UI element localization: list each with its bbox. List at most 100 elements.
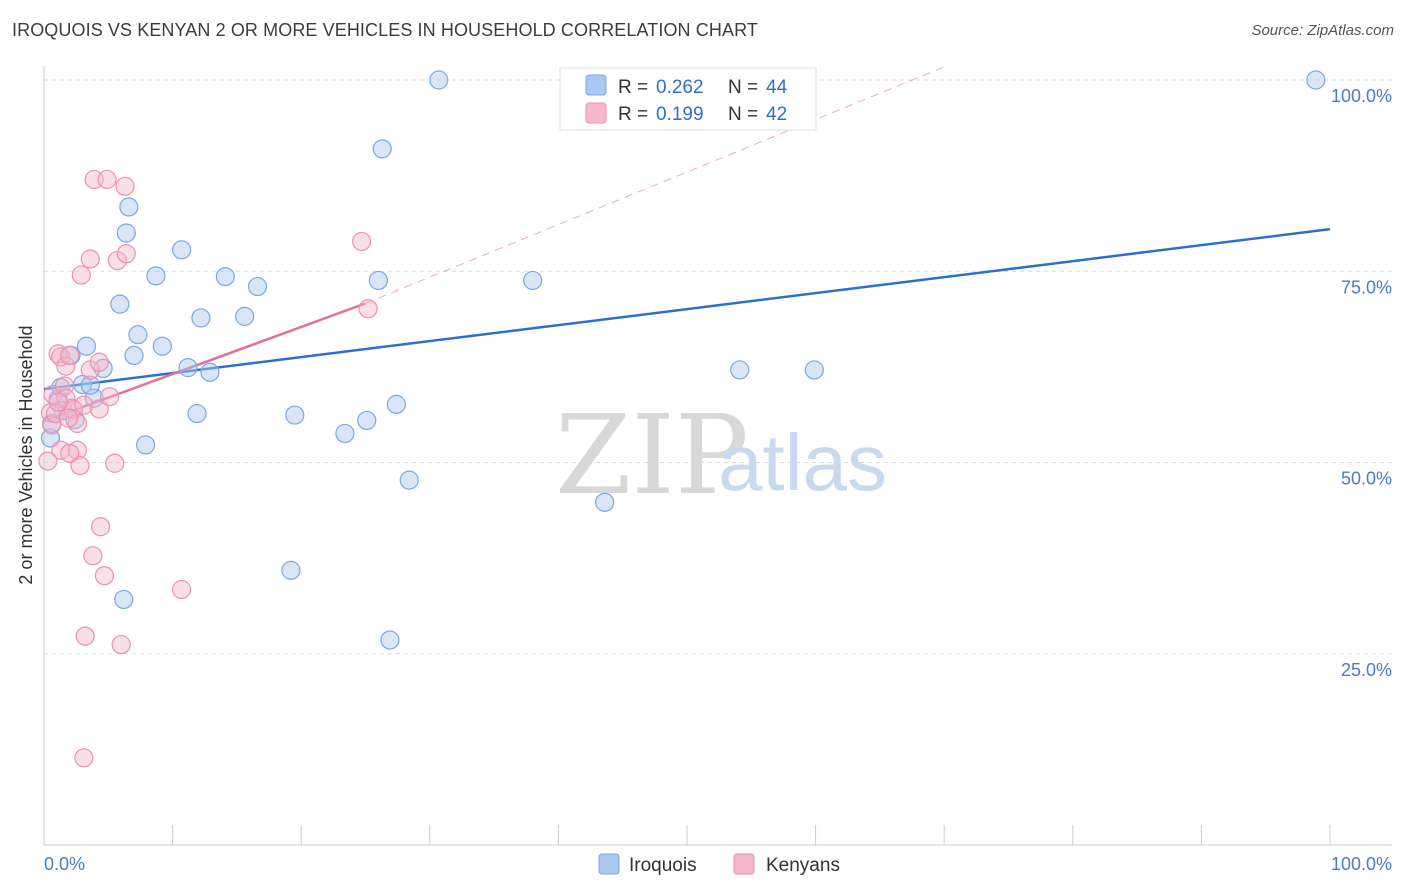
data-point-kenyans [71,265,91,285]
data-point-kenyans [111,634,131,655]
legend-n-value: 44 [766,77,788,98]
trend-lines [43,66,1331,423]
y-axis-title: 2 or more Vehicles in Household [16,325,36,584]
legend-swatch-kenyans [585,102,607,124]
data-point-kenyans [80,249,100,269]
x-tick-label: 0.0% [44,854,85,874]
data-point-iroquois [281,560,301,580]
axes [43,66,1392,846]
data-point-iroquois [146,266,166,286]
correlation-legend: R = 0.262 N = 44 R = 0.199 N = 42 [559,67,817,131]
data-point-kenyans [99,387,120,407]
data-point-iroquois [399,470,419,490]
data-point-iroquois [172,240,192,260]
data-point-kenyans [94,566,115,586]
data-point-iroquois [368,270,388,291]
data-point-iroquois [429,70,449,90]
data-point-kenyans [56,356,76,376]
data-point-iroquois [1306,70,1326,90]
data-point-kenyans [74,748,94,768]
series-swatch-kenyans [733,853,755,875]
data-point-kenyans [352,231,372,252]
legend-n-label: N = [728,104,758,125]
data-point-iroquois [285,405,305,425]
data-point-iroquois [119,197,139,217]
trend-line-kenyans [365,66,945,304]
data-point-kenyans [358,299,378,319]
data-point-kenyans [38,451,58,471]
data-points [38,70,1326,768]
trend-line-kenyans [43,302,366,423]
data-point-kenyans [48,392,68,412]
data-point-iroquois [200,362,220,382]
data-point-kenyans [40,403,61,423]
legend-swatch-iroquois [585,74,607,96]
data-point-iroquois [247,276,268,297]
watermark-zip: ZIP [555,391,749,519]
data-point-iroquois [76,336,97,356]
data-point-iroquois [386,394,406,414]
y-tick-label: 75.0% [1341,277,1392,297]
legend-r-label: R = [618,77,648,98]
data-point-kenyans [75,626,95,646]
data-point-iroquois [187,403,207,424]
legend-r-label: R = [618,104,648,125]
watermark-atlas: atlas [718,418,887,507]
data-point-kenyans [172,579,192,600]
tick-labels: 25.0% 50.0% 75.0% 100.0% 0.0% 100.0% [44,86,1392,874]
data-point-kenyans [70,455,90,476]
data-point-iroquois [804,360,824,380]
data-point-kenyans [67,413,88,434]
chart-title: IROQUOIS VS KENYAN 2 OR MORE VEHICLES IN… [12,20,758,40]
data-point-iroquois [178,358,198,378]
data-point-kenyans [89,352,109,372]
data-point-iroquois [523,270,543,291]
data-point-iroquois [357,410,377,431]
data-point-kenyans [97,169,117,190]
data-point-kenyans [115,176,135,196]
legend-n-value: 42 [766,104,787,125]
data-point-kenyans [116,244,136,264]
y-tick-label: 50.0% [1341,469,1392,489]
data-point-kenyans [83,546,103,566]
data-point-iroquois [110,294,130,314]
data-point-kenyans [58,408,79,428]
legend-r-value: 0.199 [656,104,704,125]
y-tick-label: 100.0% [1331,86,1392,106]
data-point-iroquois [372,139,392,159]
grid-lines [44,79,1392,655]
trend-line-iroquois [43,227,1331,391]
x-tick-label: 100.0% [1331,854,1392,874]
source-label: Source: ZipAtlas.com [1251,22,1394,39]
data-point-iroquois [152,336,172,356]
series-label-iroquois: Iroquois [629,855,697,876]
data-point-kenyans [89,399,109,419]
series-swatch-iroquois [598,853,620,875]
data-point-iroquois [595,492,615,512]
data-point-kenyans [90,517,111,537]
data-point-iroquois [235,306,255,326]
data-point-kenyans [42,415,62,435]
data-point-iroquois [80,375,100,395]
data-point-iroquois [116,223,136,243]
data-point-kenyans [60,345,80,365]
data-point-kenyans [62,398,82,418]
data-point-iroquois [124,345,144,365]
legend-n-label: N = [728,77,758,98]
data-point-kenyans [74,395,94,415]
legend-r-value: 0.262 [656,77,704,98]
data-point-iroquois [128,325,148,345]
watermark: ZIP atlas [555,391,887,519]
data-point-kenyans [105,453,125,473]
series-legend: Iroquois Kenyans [598,853,840,876]
data-point-iroquois [135,435,156,455]
y-tick-label: 25.0% [1341,660,1392,680]
data-point-kenyans [67,440,88,460]
data-point-iroquois [335,423,355,444]
series-label-kenyans: Kenyans [766,855,840,876]
data-point-kenyans [60,443,80,463]
data-point-iroquois [114,589,134,610]
data-point-iroquois [215,267,235,287]
data-point-iroquois [380,630,400,650]
